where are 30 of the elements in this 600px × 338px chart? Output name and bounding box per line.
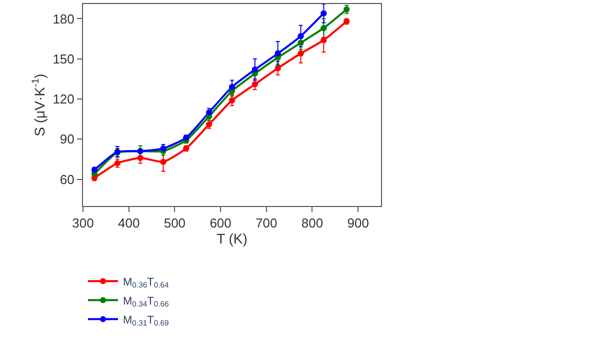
y-tick-label: 150 [52,51,74,66]
legend-label: M$_{0.34}$T$_{0.66}$ [123,295,169,309]
point [298,50,304,56]
x-tick-label: 400 [118,216,140,231]
point [320,25,327,32]
point [229,84,235,90]
point [274,50,281,56]
y-tick-label: 60 [60,172,74,187]
point [229,97,235,104]
point [252,66,258,73]
x-tick-label: 300 [72,216,94,231]
x-tick-label: 800 [301,216,324,231]
y-tick-label: 180 [52,11,74,26]
y-tick-label: 90 [60,132,74,147]
x-tick-label: 500 [164,216,186,231]
point [298,40,304,46]
point [137,154,144,161]
x-axis-title: T (K) [216,230,248,247]
point [274,65,281,72]
y-tick-label: 120 [52,92,74,107]
point [320,10,327,16]
point [320,37,327,44]
legend-label: M$_{0.31}$T$_{0.69}$ [123,314,169,328]
point [160,158,166,165]
point [252,81,258,88]
legend-label: M$_{0.36}$T$_{0.64}$ [123,276,170,290]
point [298,33,304,40]
x-tick-label: 900 [347,216,369,231]
x-tick-label: 600 [210,216,232,231]
x-tick-label: 700 [256,216,278,231]
